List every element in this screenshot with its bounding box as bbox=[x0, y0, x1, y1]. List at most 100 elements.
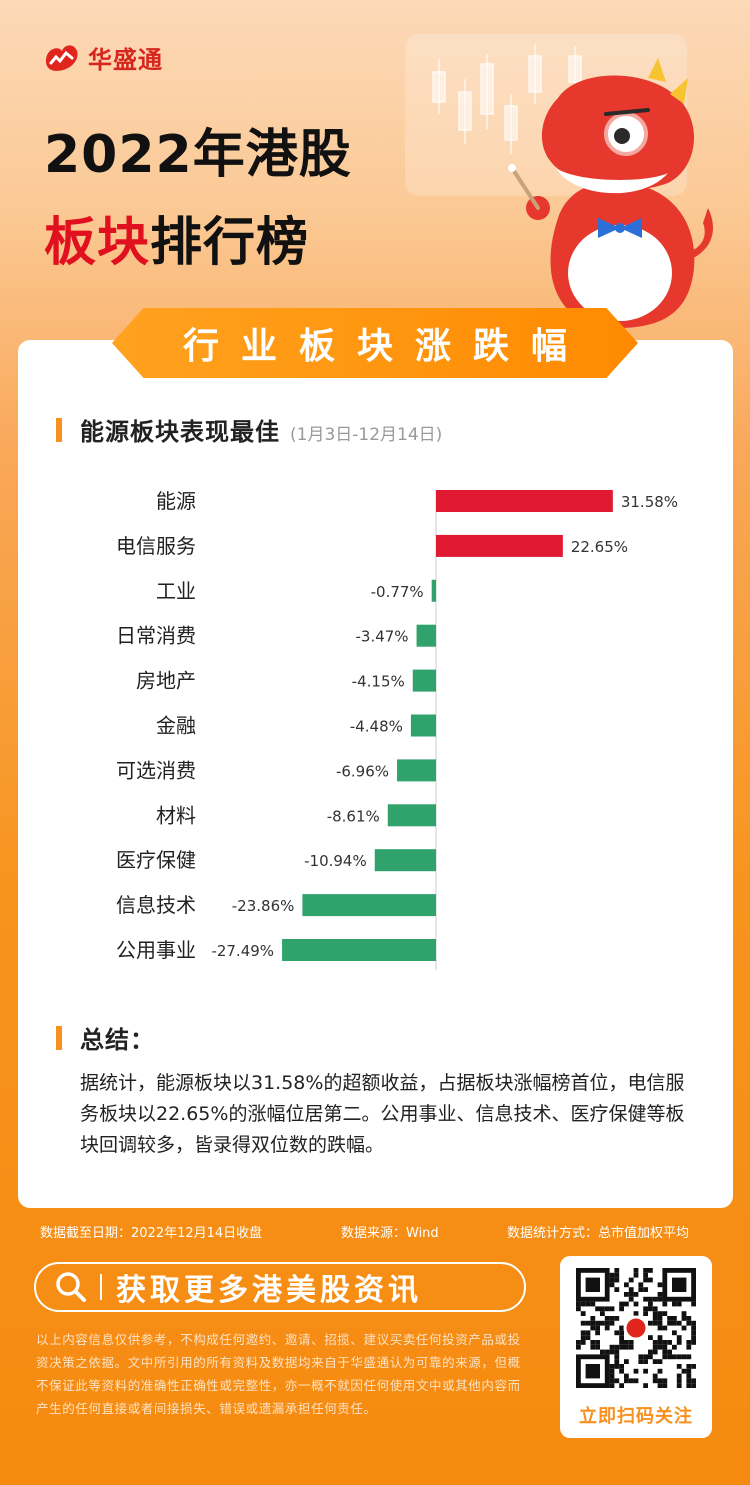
qr-module bbox=[662, 1378, 668, 1384]
qr-module bbox=[643, 1306, 648, 1312]
chart-value-label: -3.47% bbox=[355, 628, 408, 646]
qr-module bbox=[691, 1335, 696, 1340]
qr-module bbox=[686, 1383, 692, 1388]
qr-module bbox=[657, 1335, 663, 1340]
qr-module bbox=[676, 1364, 682, 1369]
qr-module bbox=[628, 1292, 634, 1297]
qr-module bbox=[585, 1330, 591, 1336]
page-title-line1: 2022年港股 bbox=[44, 125, 352, 185]
qr-module bbox=[667, 1354, 672, 1360]
qr-module bbox=[576, 1344, 581, 1350]
qr-module bbox=[691, 1330, 696, 1336]
chart-value-label: -4.48% bbox=[350, 718, 403, 736]
qr-module bbox=[609, 1383, 615, 1388]
qr-module bbox=[604, 1325, 610, 1331]
qr-module bbox=[590, 1325, 596, 1331]
qr-module bbox=[624, 1373, 629, 1379]
chart-category-label: 医疗保健 bbox=[116, 848, 196, 872]
qr-code-card[interactable]: 立即扫码关注 bbox=[560, 1256, 712, 1438]
chart-value-label: -27.49% bbox=[211, 942, 274, 960]
qr-module bbox=[624, 1378, 629, 1384]
qr-module bbox=[633, 1268, 639, 1273]
chart-category-label: 能源 bbox=[156, 489, 196, 513]
qr-module bbox=[662, 1340, 668, 1345]
qr-module bbox=[652, 1344, 658, 1350]
qr-module bbox=[652, 1306, 658, 1312]
chart-category-label: 可选消费 bbox=[116, 758, 196, 782]
chart-bar bbox=[282, 939, 436, 961]
qr-module bbox=[633, 1292, 639, 1297]
qr-module bbox=[580, 1311, 586, 1316]
more-info-button[interactable]: 获取更多港美股资讯 bbox=[34, 1262, 526, 1312]
qr-module bbox=[619, 1306, 624, 1312]
qr-finder bbox=[576, 1354, 610, 1388]
search-icon bbox=[56, 1272, 86, 1302]
qr-module bbox=[657, 1340, 663, 1345]
qr-module bbox=[686, 1373, 692, 1379]
brand-logo: 华盛通 bbox=[42, 40, 163, 75]
qr-module bbox=[672, 1316, 677, 1321]
qr-module bbox=[643, 1359, 648, 1364]
qr-module bbox=[657, 1296, 663, 1302]
qr-module bbox=[585, 1301, 591, 1307]
qr-module bbox=[676, 1383, 682, 1388]
qr-module bbox=[648, 1301, 653, 1307]
qr-module bbox=[657, 1383, 663, 1388]
chart-value-label: -8.61% bbox=[327, 807, 380, 825]
section-marker bbox=[56, 417, 62, 442]
dragon-mascot-icon bbox=[508, 58, 713, 328]
qr-module bbox=[648, 1268, 653, 1273]
chart-category-label: 房地产 bbox=[136, 669, 196, 693]
chart-section-date-range: (1月3日-12月14日) bbox=[290, 425, 443, 445]
qr-module bbox=[619, 1335, 624, 1340]
qr-module bbox=[619, 1383, 624, 1388]
qr-module bbox=[662, 1354, 668, 1360]
qr-module bbox=[628, 1296, 634, 1302]
qr-finder-core bbox=[672, 1277, 687, 1292]
qr-module bbox=[643, 1383, 648, 1388]
qr-module bbox=[643, 1354, 648, 1360]
qr-module bbox=[614, 1364, 620, 1369]
chart-section-heading: 能源板块表现最佳 (1月3日-12月14日) bbox=[56, 412, 442, 447]
qr-module bbox=[633, 1378, 639, 1384]
qr-module bbox=[580, 1320, 586, 1326]
chart-value-label: 22.65% bbox=[571, 538, 628, 556]
qr-module bbox=[614, 1272, 620, 1278]
qr-finder bbox=[576, 1268, 610, 1302]
qr-module bbox=[609, 1373, 615, 1379]
qr-module bbox=[638, 1354, 644, 1360]
qr-module bbox=[609, 1378, 615, 1384]
qr-module bbox=[686, 1378, 692, 1384]
chart-category-label: 工业 bbox=[156, 579, 196, 603]
chart-category-label: 信息技术 bbox=[116, 893, 196, 917]
qr-module bbox=[590, 1301, 596, 1307]
qr-module bbox=[609, 1320, 615, 1326]
data-method: 数据统计方式：总市值加权平均 bbox=[507, 1226, 690, 1241]
qr-module bbox=[624, 1340, 629, 1345]
qr-module bbox=[652, 1340, 658, 1345]
qr-module bbox=[614, 1268, 620, 1273]
qr-module bbox=[609, 1316, 615, 1321]
qr-module bbox=[662, 1349, 668, 1355]
chart-bar bbox=[397, 759, 436, 782]
data-source: 数据来源：Wind bbox=[341, 1226, 439, 1241]
brand-name: 华盛通 bbox=[88, 46, 163, 74]
qr-module bbox=[672, 1344, 677, 1350]
qr-module bbox=[652, 1378, 658, 1384]
qr-module bbox=[681, 1368, 687, 1374]
qr-module bbox=[676, 1335, 682, 1340]
qr-module bbox=[576, 1340, 581, 1345]
qr-module bbox=[652, 1316, 658, 1321]
content-card: 能源板块表现最佳 (1月3日-12月14日) 能源 31.58% 电信服务 22.65… bbox=[18, 340, 733, 1208]
qr-module bbox=[600, 1311, 605, 1316]
qr-module bbox=[648, 1354, 653, 1360]
qr-code-icon[interactable] bbox=[576, 1268, 696, 1388]
qr-module bbox=[595, 1344, 600, 1350]
chart-bar bbox=[302, 894, 436, 917]
qr-module bbox=[681, 1316, 687, 1321]
qr-module bbox=[686, 1316, 692, 1321]
chart-bar bbox=[412, 669, 436, 692]
qr-module bbox=[652, 1373, 658, 1379]
qr-module bbox=[600, 1320, 605, 1326]
qr-module bbox=[624, 1344, 629, 1350]
